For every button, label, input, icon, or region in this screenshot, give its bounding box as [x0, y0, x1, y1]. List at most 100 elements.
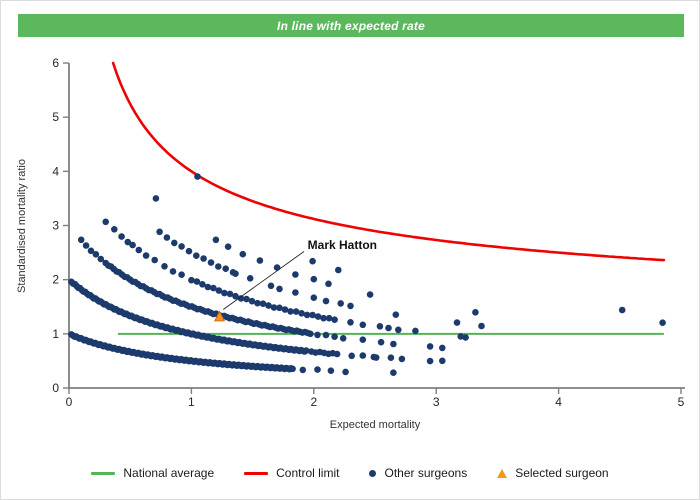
surgeon-point[interactable]: [292, 271, 299, 278]
surgeon-point[interactable]: [215, 263, 222, 270]
surgeon-point[interactable]: [289, 365, 296, 373]
surgeon-point[interactable]: [347, 319, 354, 326]
surgeon-point[interactable]: [348, 352, 356, 360]
surgeon-point[interactable]: [390, 340, 397, 348]
surgeon-point[interactable]: [439, 344, 446, 352]
surgeon-point[interactable]: [210, 284, 217, 292]
surgeon-point[interactable]: [472, 309, 479, 316]
surgeon-point[interactable]: [246, 275, 254, 282]
surgeon-point[interactable]: [310, 275, 318, 283]
surgeon-point[interactable]: [188, 276, 195, 284]
surgeon-point[interactable]: [135, 246, 143, 254]
surgeon-point[interactable]: [309, 257, 316, 265]
surgeon-point[interactable]: [299, 366, 307, 374]
surgeon-point[interactable]: [359, 321, 367, 329]
surgeon-point[interactable]: [342, 368, 349, 376]
surgeon-point[interactable]: [426, 343, 434, 350]
surgeon-point[interactable]: [82, 242, 90, 249]
surgeon-point[interactable]: [331, 316, 338, 324]
surgeon-point[interactable]: [204, 283, 212, 291]
surgeon-point[interactable]: [377, 338, 385, 346]
surgeon-point[interactable]: [267, 282, 275, 290]
surgeon-point[interactable]: [265, 302, 272, 309]
surgeon-point[interactable]: [178, 243, 185, 250]
surgeon-point[interactable]: [439, 357, 446, 365]
surgeon-point[interactable]: [142, 252, 150, 259]
surgeon-point[interactable]: [102, 218, 109, 226]
surgeon-point[interactable]: [322, 331, 330, 339]
surgeon-point[interactable]: [224, 243, 232, 250]
surgeon-point[interactable]: [193, 278, 201, 285]
surgeon-point[interactable]: [359, 352, 367, 359]
surgeon-point[interactable]: [412, 327, 419, 335]
surgeon-point[interactable]: [478, 322, 485, 330]
surgeon-point[interactable]: [248, 297, 256, 305]
surgeon-point[interactable]: [199, 281, 206, 288]
surgeon-point[interactable]: [390, 369, 397, 377]
surgeon-point[interactable]: [453, 319, 461, 326]
surgeon-point[interactable]: [129, 241, 136, 249]
surgeon-point[interactable]: [309, 311, 316, 319]
surgeon-point[interactable]: [256, 257, 264, 264]
surgeon-point[interactable]: [462, 334, 469, 341]
surgeon-point[interactable]: [302, 347, 310, 354]
surgeon-point[interactable]: [337, 300, 345, 307]
surgeon-point[interactable]: [178, 271, 185, 279]
surgeon-point[interactable]: [207, 259, 215, 266]
surgeon-point[interactable]: [303, 311, 311, 319]
surgeon-point[interactable]: [152, 195, 160, 202]
surgeon-point[interactable]: [254, 299, 261, 307]
surgeon-point[interactable]: [659, 319, 666, 327]
surgeon-point[interactable]: [325, 314, 333, 322]
surgeon-point[interactable]: [232, 270, 239, 278]
surgeon-point[interactable]: [226, 290, 234, 298]
selected-surgeon-point[interactable]: [213, 310, 226, 322]
surgeon-point[interactable]: [259, 300, 267, 308]
surgeon-point[interactable]: [618, 306, 626, 314]
surgeon-point[interactable]: [200, 255, 207, 262]
surgeon-point[interactable]: [281, 306, 289, 313]
surgeon-point[interactable]: [87, 247, 95, 255]
surgeon-point[interactable]: [372, 354, 380, 361]
surgeon-point[interactable]: [163, 234, 171, 241]
surgeon-point[interactable]: [276, 285, 283, 293]
surgeon-point[interactable]: [169, 268, 177, 275]
surgeon-point[interactable]: [193, 252, 200, 259]
surgeon-point[interactable]: [92, 251, 100, 258]
surgeon-point[interactable]: [77, 236, 85, 244]
surgeon-point[interactable]: [347, 302, 354, 310]
surgeon-point[interactable]: [97, 255, 105, 263]
surgeon-point[interactable]: [385, 324, 392, 332]
surgeon-point[interactable]: [237, 295, 245, 302]
surgeon-point[interactable]: [111, 226, 118, 233]
surgeon-point[interactable]: [310, 294, 318, 302]
surgeon-point[interactable]: [320, 314, 327, 322]
surgeon-point[interactable]: [366, 291, 374, 298]
surgeon-point[interactable]: [270, 304, 278, 311]
surgeon-point[interactable]: [322, 297, 330, 305]
surgeon-point[interactable]: [314, 313, 322, 320]
surgeon-point[interactable]: [376, 323, 384, 330]
surgeon-point[interactable]: [276, 304, 283, 312]
surgeon-point[interactable]: [333, 350, 341, 358]
surgeon-point[interactable]: [222, 265, 229, 273]
surgeon-point[interactable]: [325, 280, 332, 288]
surgeon-point[interactable]: [232, 292, 239, 300]
surgeon-point[interactable]: [212, 236, 220, 244]
surgeon-point[interactable]: [215, 287, 223, 294]
surgeon-point[interactable]: [161, 263, 168, 270]
surgeon-point[interactable]: [118, 233, 125, 240]
surgeon-point[interactable]: [287, 308, 294, 315]
surgeon-point[interactable]: [124, 238, 132, 246]
surgeon-point[interactable]: [327, 367, 335, 375]
surgeon-point[interactable]: [314, 366, 321, 373]
surgeon-point[interactable]: [307, 330, 314, 338]
surgeon-point[interactable]: [156, 228, 163, 236]
surgeon-point[interactable]: [151, 256, 158, 264]
surgeon-point[interactable]: [292, 308, 300, 315]
surgeon-point[interactable]: [243, 295, 250, 303]
surgeon-point[interactable]: [339, 335, 347, 342]
surgeon-point[interactable]: [273, 264, 281, 271]
surgeon-point[interactable]: [314, 331, 321, 339]
surgeon-point[interactable]: [392, 311, 400, 319]
